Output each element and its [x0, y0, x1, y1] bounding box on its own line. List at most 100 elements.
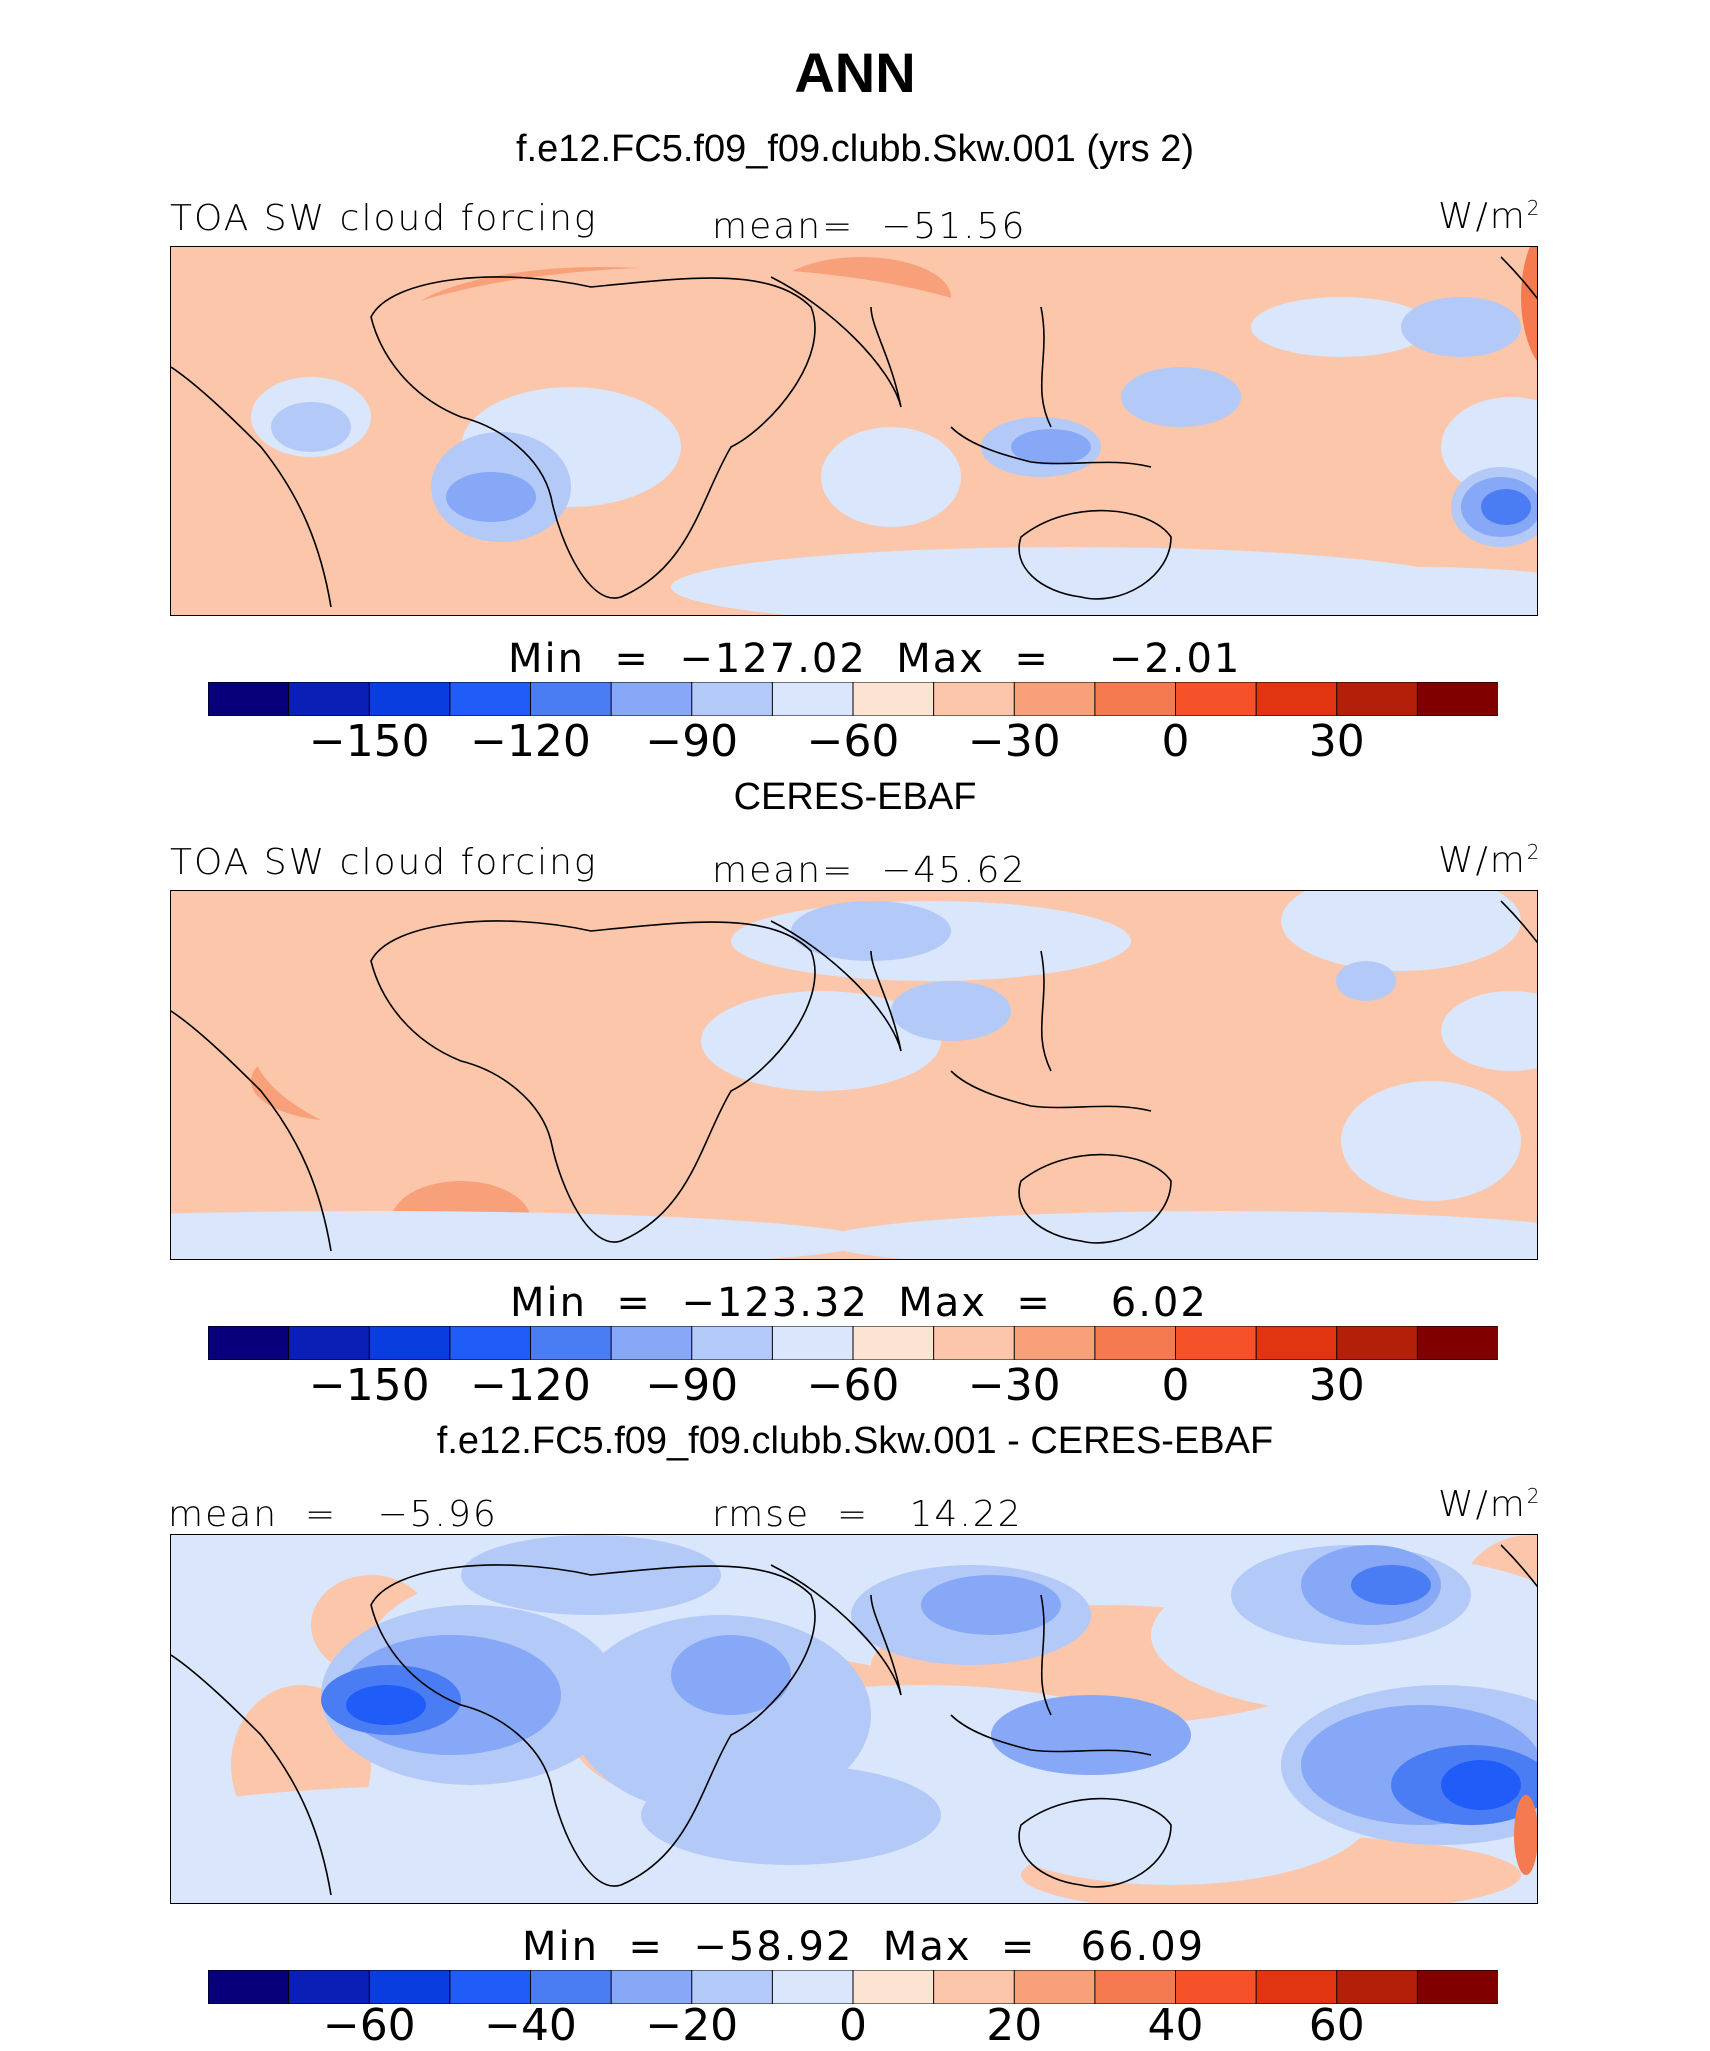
colorbar-tick-label: 0: [1161, 716, 1190, 767]
contour-region: [1011, 429, 1091, 465]
colorbar-tick-label: −120: [470, 1360, 591, 1411]
colorbar-tick-label: −30: [967, 1360, 1061, 1411]
contour-region: [641, 1765, 941, 1865]
colorbar-tick-label: 20: [986, 2000, 1043, 2051]
coastline: [171, 1654, 332, 1896]
colorbar-swatch: [1094, 681, 1177, 717]
colorbar-swatch: [933, 681, 1016, 717]
colorbar-swatch: [1094, 1325, 1177, 1361]
colorbar-swatch: [1013, 1969, 1096, 2005]
colorbar-tick-label: 60: [1308, 2000, 1365, 2051]
colorbar-swatch: [288, 1325, 371, 1361]
colorbar-swatch: [207, 1325, 290, 1361]
coastline: [1040, 950, 1052, 1072]
colorbar-swatch: [771, 1969, 854, 2005]
contour-region: [1521, 247, 1537, 361]
colorbar-swatch: [1094, 1969, 1177, 2005]
colorbar-tick-label: 30: [1308, 716, 1365, 767]
panel-1-mean-label: mean= −51.56: [712, 206, 1027, 247]
panel-2-variable-label: TOA SW cloud forcing: [170, 842, 598, 883]
colorbar-tick-label: −20: [645, 2000, 739, 2051]
coastline: [950, 1714, 1152, 1756]
panel-3-units: W/m2: [1438, 1484, 1542, 1525]
contour-region: [701, 991, 941, 1091]
panel-2-colorbar: [207, 1325, 1499, 1361]
coastline: [1040, 306, 1052, 428]
colorbar-swatch: [852, 681, 935, 717]
colorbar-swatch: [610, 681, 693, 717]
colorbar-tick-label: 30: [1308, 1360, 1365, 1411]
colorbar-swatch: [368, 681, 451, 717]
colorbar-swatch: [288, 1969, 371, 2005]
coastline: [370, 1564, 816, 1887]
contour-region: [1441, 1760, 1521, 1810]
contour-region: [1481, 489, 1531, 525]
contour-region: [891, 981, 1011, 1041]
colorbar-tick-label: −40: [484, 2000, 577, 2051]
colorbar-swatch: [1255, 681, 1338, 717]
colorbar-swatch: [1416, 1325, 1499, 1361]
panel-2-subtitle: CERES-EBAF: [733, 776, 977, 818]
contour-region: [921, 1575, 1061, 1635]
contour-region: [971, 1745, 1371, 1885]
colorbar-swatch: [933, 1969, 1016, 2005]
colorbar-swatch: [530, 1969, 613, 2005]
colorbar-swatch: [1255, 1325, 1338, 1361]
contour-region: [1401, 297, 1521, 357]
panel-1-units: W/m2: [1438, 196, 1542, 237]
panel-1-colorbar-ticks: −150 −120 −90 −60 −30 0 30: [208, 716, 1498, 767]
colorbar-tick-label: −120: [470, 716, 591, 767]
contour-region: [1351, 1565, 1431, 1605]
colorbar-swatch: [1336, 1325, 1419, 1361]
coastline: [950, 1070, 1152, 1112]
contour-region: [1221, 567, 1537, 615]
panel-3-mean-label: mean = −5.96: [168, 1494, 498, 1535]
colorbar-swatch: [771, 1325, 854, 1361]
colorbar-tick-label: −150: [308, 1360, 430, 1411]
coastline: [1018, 1797, 1172, 1888]
contour-region: [821, 427, 961, 527]
colorbar-swatch: [368, 1325, 451, 1361]
panel-1-variable-label: TOA SW cloud forcing: [170, 198, 598, 239]
colorbar-swatch: [771, 681, 854, 717]
colorbar-tick-label: −150: [308, 716, 430, 767]
colorbar-swatch: [449, 681, 532, 717]
coastline: [770, 920, 902, 1052]
colorbar-tick-label: −60: [322, 2000, 416, 2051]
colorbar-swatch: [449, 1325, 532, 1361]
panel-2-map: [170, 890, 1538, 1260]
coastline: [370, 920, 816, 1243]
contour-region: [241, 507, 481, 615]
colorbar-swatch: [1175, 1969, 1258, 2005]
colorbar-swatch: [288, 681, 371, 717]
colorbar-swatch: [852, 1969, 935, 2005]
coastline: [1500, 256, 1537, 300]
coastline: [950, 426, 1152, 468]
coastline: [1500, 1544, 1537, 1588]
coastline: [770, 276, 902, 408]
colorbar-swatch: [1255, 1969, 1338, 2005]
colorbar-tick-label: 40: [1147, 2000, 1204, 2051]
coastline: [770, 1564, 902, 1696]
contour-region: [571, 1615, 871, 1815]
panel-1-subtitle: f.e12.FC5.f09_f09.clubb.Skw.001 (yrs 2): [515, 128, 1195, 170]
colorbar-swatch: [933, 1325, 1016, 1361]
panel-3-map: [170, 1534, 1538, 1904]
contour-region: [991, 1695, 1191, 1775]
colorbar-tick-label: 0: [1161, 1360, 1190, 1411]
colorbar-swatch: [1013, 1325, 1096, 1361]
colorbar-swatch: [691, 681, 774, 717]
contour-region: [571, 1051, 1171, 1251]
contour-region: [671, 1635, 791, 1715]
panel-1-map: [170, 246, 1538, 616]
colorbar-swatch: [449, 1969, 532, 2005]
panel-1-minmax: Min = −127.02 Max = −2.01: [508, 636, 1242, 682]
coastline: [171, 366, 332, 608]
colorbar-tick-label: 0: [839, 2000, 867, 2051]
colorbar-swatch: [1336, 1969, 1419, 2005]
contour-region: [271, 402, 351, 452]
colorbar-tick-label: −30: [967, 716, 1061, 767]
panel-1-colorbar: [207, 681, 1499, 717]
colorbar-swatch: [1416, 1969, 1499, 2005]
contour-region: [791, 901, 951, 961]
